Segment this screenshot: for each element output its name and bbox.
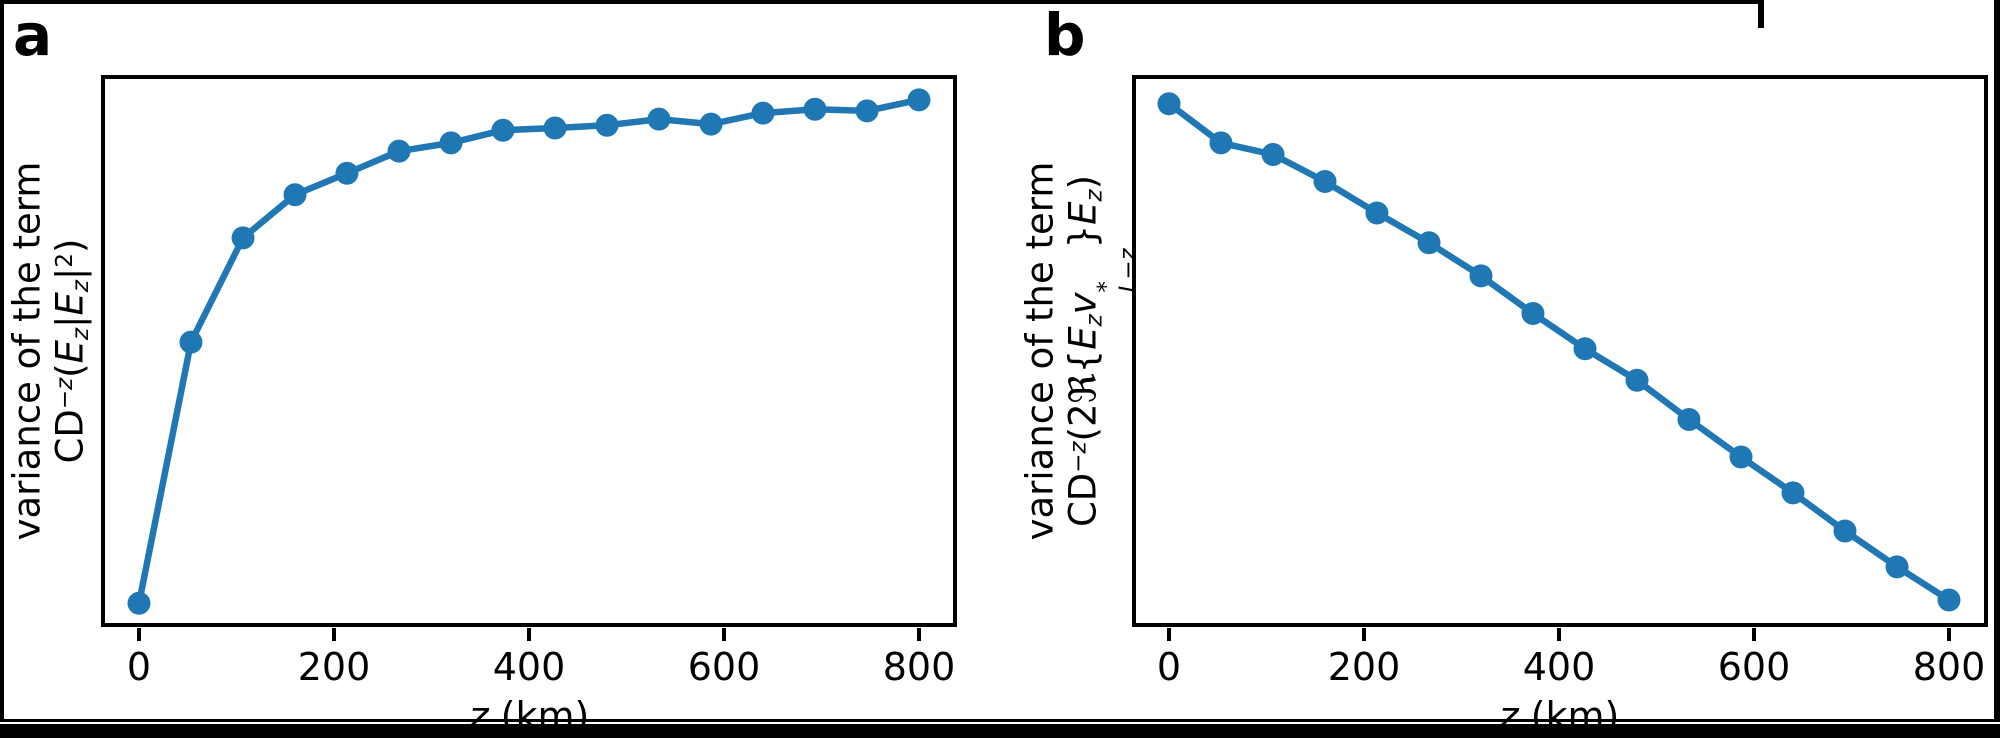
- x-tick-label: 0: [1156, 645, 1182, 689]
- y-axis-label-b-line1: variance of the term: [1018, 161, 1062, 541]
- data-point-marker: [1833, 519, 1857, 543]
- y-axis-label-a-line2: CD−z(Ez|Ez|2): [48, 238, 94, 464]
- x-tick-label: 400: [1522, 645, 1596, 689]
- data-point-marker: [387, 139, 411, 163]
- x-tick-label: 200: [1327, 645, 1401, 689]
- data-point-marker: [647, 107, 671, 131]
- y-axis-label-b-line2: CD−z(2ℜ{Ezv * L−z}Ez): [1061, 174, 1142, 528]
- data-point-marker: [1365, 201, 1389, 225]
- data-point-marker: [1469, 264, 1493, 288]
- frame-border-bottom-line: [0, 719, 2000, 722]
- data-point-marker: [1417, 231, 1441, 255]
- data-point-marker: [1937, 588, 1961, 612]
- data-point-marker: [1521, 301, 1545, 325]
- data-point-marker: [803, 97, 827, 121]
- data-point-marker: [855, 99, 879, 123]
- y-axis-label-a-line1: variance of the term: [5, 161, 49, 541]
- panel-label-a: a: [13, 1, 53, 69]
- x-tick-label: 200: [297, 645, 371, 689]
- frame-border-left: [0, 0, 4, 722]
- data-point-marker: [127, 591, 151, 615]
- data-point-marker: [1677, 407, 1701, 431]
- x-tick-label: 800: [882, 645, 956, 689]
- x-tick-label: 800: [1912, 645, 1986, 689]
- axes-spines-b: [1132, 75, 1988, 627]
- x-tick-label: 600: [1717, 645, 1791, 689]
- data-point-marker: [543, 116, 567, 140]
- frame-border-top-stub: [1758, 0, 1764, 28]
- data-point-marker: [1261, 142, 1285, 166]
- data-point-marker: [1781, 481, 1805, 505]
- data-point-marker: [699, 112, 723, 136]
- axes-spines-a: [101, 75, 957, 627]
- data-line-a: [135, 96, 923, 607]
- y-axis-label-b: variance of the term CD−z(2ℜ{Ezv * L−z}Ez): [1018, 161, 1142, 541]
- data-point-marker: [1209, 131, 1233, 155]
- data-point-marker: [751, 101, 775, 125]
- data-point-marker: [907, 88, 931, 112]
- y-axis-label-a: variance of the term CD−z(Ez|Ez|2): [5, 161, 94, 541]
- x-tick-label: 400: [492, 645, 566, 689]
- frame-border-top: [0, 0, 1764, 4]
- data-point-marker: [1625, 368, 1649, 392]
- data-point-marker: [1157, 92, 1181, 116]
- x-tick-label: 0: [126, 645, 152, 689]
- data-point-marker: [179, 330, 203, 354]
- panel-label-b: b: [1044, 1, 1086, 69]
- x-tick-label: 600: [687, 645, 761, 689]
- frame-bottom-bar: [0, 724, 2000, 738]
- frame-border-right: [1994, 0, 2000, 722]
- data-point-marker: [283, 183, 307, 207]
- data-point-marker: [439, 131, 463, 155]
- data-point-marker: [1729, 445, 1753, 469]
- data-point-marker: [1573, 337, 1597, 361]
- data-point-marker: [231, 226, 255, 250]
- data-point-marker: [595, 113, 619, 137]
- data-line-b: [1165, 100, 1953, 604]
- data-point-marker: [335, 161, 359, 185]
- data-point-marker: [1885, 555, 1909, 579]
- data-point-marker: [1313, 170, 1337, 194]
- data-point-marker: [491, 118, 515, 142]
